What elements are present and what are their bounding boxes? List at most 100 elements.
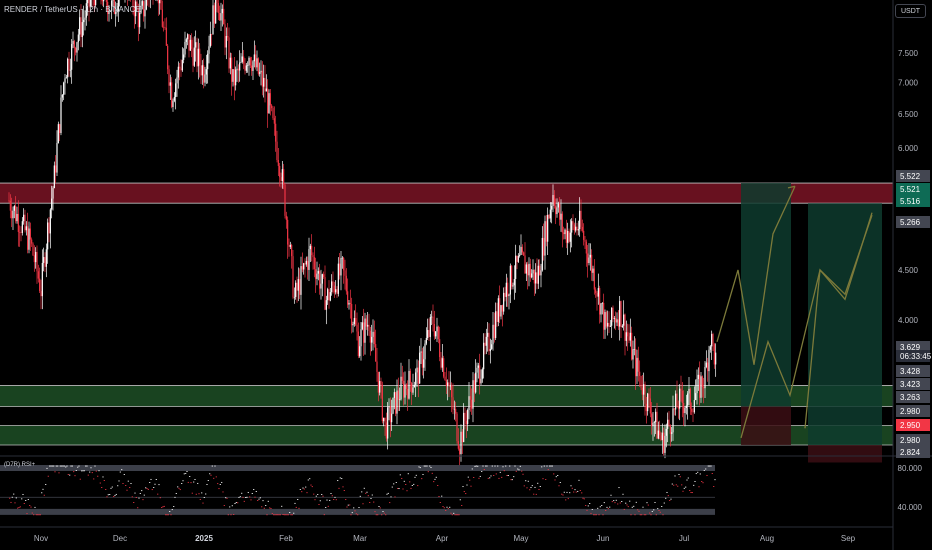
candle-body xyxy=(404,384,406,398)
x-tick-label: Dec xyxy=(113,534,127,543)
currency-button[interactable]: USDT xyxy=(895,4,926,18)
candle-body xyxy=(16,213,18,222)
candle-body xyxy=(424,343,426,360)
candle-body xyxy=(373,331,375,345)
candle-body xyxy=(287,219,289,245)
candle-body xyxy=(189,39,191,51)
candle-body xyxy=(485,336,487,346)
candle-body xyxy=(509,265,511,295)
candle-body xyxy=(349,302,351,304)
candle-body xyxy=(185,39,187,42)
candle-body xyxy=(41,262,43,297)
candle-body xyxy=(393,392,395,398)
candle-body xyxy=(664,435,666,453)
y-tick-label: 7.000 xyxy=(898,78,919,87)
candle-body xyxy=(372,331,374,337)
candle-body xyxy=(481,369,483,379)
candle-body xyxy=(241,56,243,62)
candle-body xyxy=(9,200,11,211)
price-label: 2.950 xyxy=(900,421,921,430)
candle-body xyxy=(328,289,330,301)
candle-body xyxy=(221,8,223,14)
candle-body xyxy=(592,268,594,273)
candle-body xyxy=(228,37,230,69)
candle-body xyxy=(317,271,319,274)
zone-support-upper xyxy=(0,385,893,407)
candle-body xyxy=(235,69,237,86)
candle-body xyxy=(312,255,314,258)
candle-body xyxy=(600,303,602,315)
candle-body xyxy=(519,255,521,256)
candle-body xyxy=(212,5,214,35)
candle-body xyxy=(559,203,561,220)
candle-body xyxy=(663,432,665,453)
candle-body xyxy=(356,324,358,332)
candle-body xyxy=(197,48,199,67)
candle-body xyxy=(108,11,110,15)
candle-body xyxy=(623,314,625,326)
candle-body xyxy=(495,311,497,338)
candle-body xyxy=(599,288,601,315)
candle-body xyxy=(704,367,706,389)
candle-body xyxy=(644,384,646,404)
candle-body xyxy=(657,430,659,439)
candle-body xyxy=(71,44,73,70)
y-tick-label: 4.500 xyxy=(898,266,919,275)
candle-body xyxy=(40,291,42,297)
candle-body xyxy=(395,392,397,414)
candle-body xyxy=(541,237,543,271)
candle-body xyxy=(272,108,274,119)
candle-body xyxy=(437,326,439,340)
candle-body xyxy=(113,0,115,14)
candle-body xyxy=(427,330,429,338)
y-tick-label: 7.500 xyxy=(898,49,919,58)
time-axis[interactable]: Nov Dec 2025 Feb Mar Apr May Jun Jul Aug Sep xyxy=(0,526,893,543)
candle-body xyxy=(469,396,471,400)
candle-body xyxy=(548,214,550,219)
candle-body xyxy=(528,263,530,276)
candle-body xyxy=(200,65,202,76)
candle-body xyxy=(693,400,695,413)
projection-arrow xyxy=(787,185,796,189)
candle-body xyxy=(345,275,347,292)
candle-body xyxy=(192,48,194,66)
candle-body xyxy=(173,97,175,101)
candle-body xyxy=(164,27,166,28)
projection-path-3 xyxy=(804,214,873,429)
candle-body xyxy=(477,365,479,368)
candle-body xyxy=(440,357,442,368)
candle-body xyxy=(537,265,539,284)
candle-body xyxy=(403,380,405,398)
candle-body xyxy=(144,9,146,17)
candle-body xyxy=(515,255,517,279)
candle-body xyxy=(609,325,611,327)
candle-body xyxy=(177,66,179,78)
candle-body xyxy=(80,17,82,38)
candle-body xyxy=(12,210,14,219)
candle-body xyxy=(405,384,407,389)
candle-body xyxy=(216,0,218,4)
candle-body xyxy=(361,322,363,330)
candle-body xyxy=(81,22,83,38)
candle-body xyxy=(265,88,267,92)
candle-body xyxy=(603,302,605,330)
candle-body xyxy=(231,57,233,82)
candle-body xyxy=(553,195,555,206)
candle-body xyxy=(416,367,418,373)
candle-body xyxy=(279,165,281,178)
candle-body xyxy=(281,169,283,182)
candle-body xyxy=(527,264,529,276)
candle-body xyxy=(529,263,531,278)
candle-body xyxy=(236,68,238,70)
candle-body xyxy=(248,57,250,66)
price-label-box xyxy=(896,170,930,182)
candle-body xyxy=(11,210,13,219)
projection-drawings xyxy=(716,183,882,463)
candle-body xyxy=(73,40,75,48)
candle-body xyxy=(480,378,482,384)
rsi-tick-label: 80.000 xyxy=(898,464,923,473)
candle-body xyxy=(52,187,54,199)
candle-body xyxy=(579,210,581,230)
candle-body xyxy=(505,282,507,297)
